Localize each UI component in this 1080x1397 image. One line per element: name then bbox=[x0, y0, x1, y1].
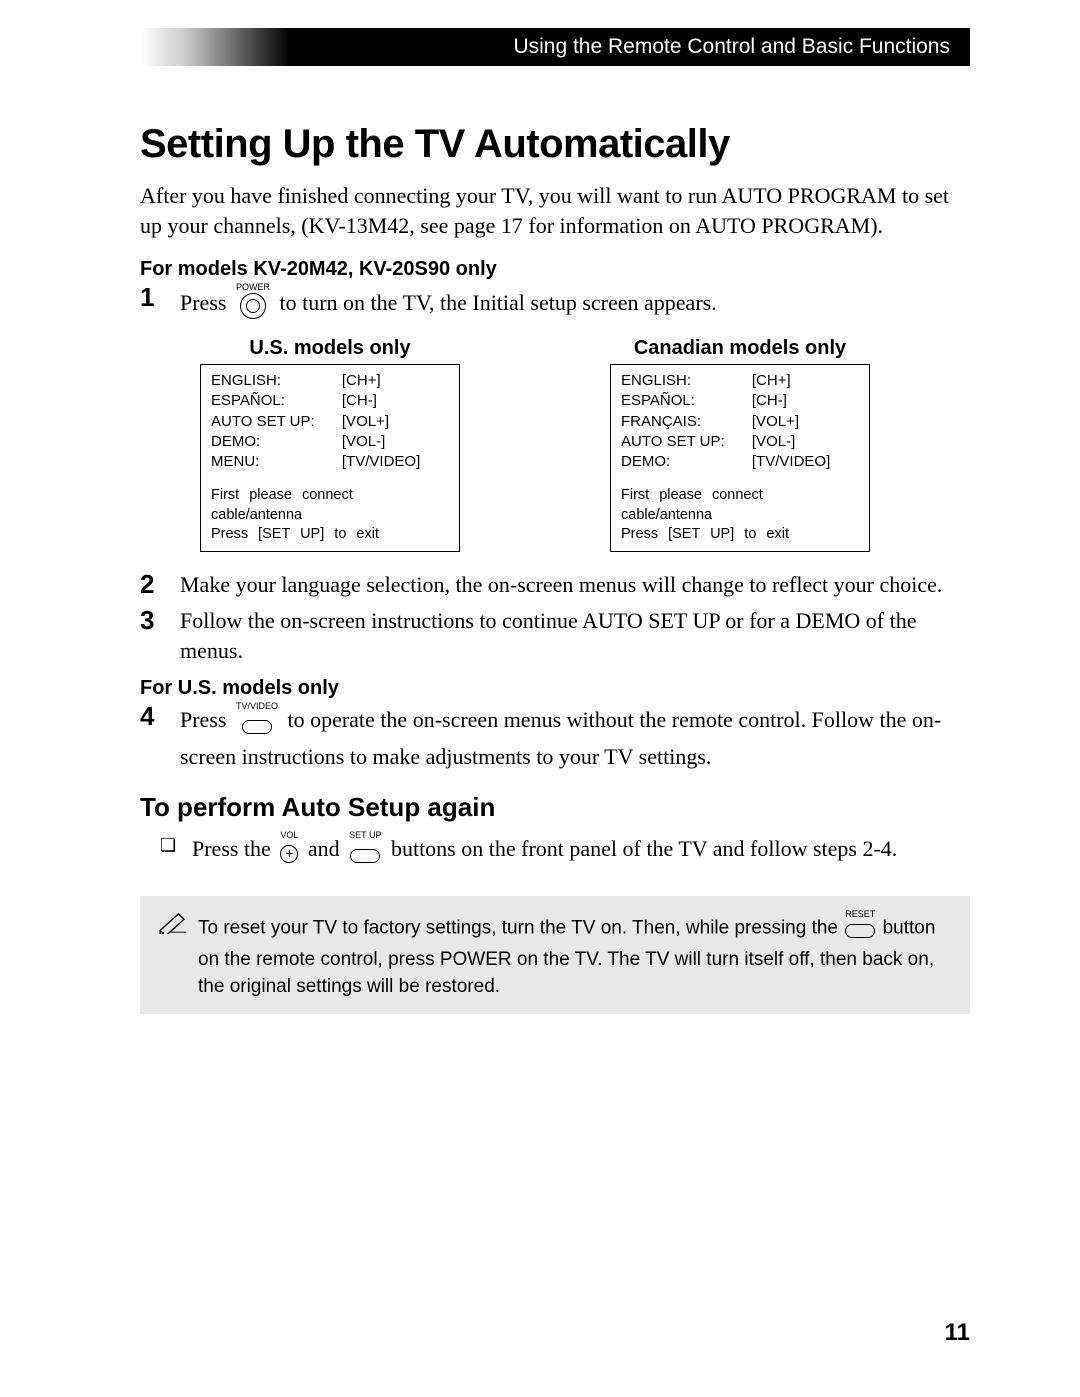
menu-cell: DEMO: bbox=[211, 432, 342, 452]
menu-cell: [CH-] bbox=[752, 391, 859, 411]
us-menu-column: U.S. models only ENGLISH:[CH+]ESPAÑOL:[C… bbox=[180, 337, 480, 552]
step-body: Make your language selection, the on-scr… bbox=[180, 570, 970, 600]
menu-screens: U.S. models only ENGLISH:[CH+]ESPAÑOL:[C… bbox=[180, 337, 970, 552]
step-number: 1 bbox=[140, 283, 180, 313]
step-4: 4 Press TV/VIDEO to operate the on-scree… bbox=[140, 702, 970, 771]
auto-again-step: ❏ Press the VOL and SET UP buttons on th… bbox=[160, 831, 970, 871]
ca-menu-title: Canadian models only bbox=[590, 337, 890, 360]
menu-cell: ESPAÑOL: bbox=[211, 391, 342, 411]
note-text: To reset your TV to factory settings, tu… bbox=[198, 910, 948, 1000]
step-number: 2 bbox=[140, 570, 180, 600]
step-2: 2 Make your language selection, the on-s… bbox=[140, 570, 970, 600]
step-body: Press POWER to turn on the TV, the Initi… bbox=[180, 283, 970, 327]
menu-cell: [TV/VIDEO] bbox=[752, 452, 859, 472]
us-menu-box: ENGLISH:[CH+]ESPAÑOL:[CH-]AUTO SET UP:[V… bbox=[200, 364, 460, 552]
page-title: Setting Up the TV Automatically bbox=[140, 122, 970, 167]
step-body: Follow the on-screen instructions to con… bbox=[180, 606, 970, 665]
menu-cell: AUTO SET UP: bbox=[211, 412, 342, 432]
menu-cell: ESPAÑOL: bbox=[621, 391, 752, 411]
menu-cell: [CH+] bbox=[752, 371, 859, 391]
menu-cell: DEMO: bbox=[621, 452, 752, 472]
step-number: 4 bbox=[140, 702, 180, 732]
step-body: Press TV/VIDEO to operate the on-screen … bbox=[180, 702, 970, 771]
setup-button-icon: SET UP bbox=[349, 831, 381, 871]
menu-cell: [CH+] bbox=[342, 371, 449, 391]
menu-cell: [VOL-] bbox=[752, 432, 859, 452]
menu-cell: ENGLISH: bbox=[621, 371, 752, 391]
step-1: 1 Press POWER to turn on the TV, the Ini… bbox=[140, 283, 970, 327]
menu-cell: [VOL-] bbox=[342, 432, 449, 452]
menu-cell: FRANÇAIS: bbox=[621, 412, 752, 432]
menu-cell: [VOL+] bbox=[342, 412, 449, 432]
us-only-subheading: For U.S. models only bbox=[140, 677, 970, 700]
step-3: 3 Follow the on-screen instructions to c… bbox=[140, 606, 970, 665]
intro-paragraph: After you have finished connecting your … bbox=[140, 181, 970, 240]
vol-plus-button-icon: VOL bbox=[280, 831, 298, 871]
menu-cell: [TV/VIDEO] bbox=[342, 452, 449, 472]
power-button-icon: POWER bbox=[236, 283, 270, 327]
menu-cell: MENU: bbox=[211, 452, 342, 472]
menu-cell: [VOL+] bbox=[752, 412, 859, 432]
header-text: Using the Remote Control and Basic Funct… bbox=[513, 35, 950, 58]
reset-button-icon: RESET bbox=[845, 910, 875, 947]
pencil-note-icon bbox=[158, 910, 198, 943]
menu-cell: [CH-] bbox=[342, 391, 449, 411]
us-menu-title: U.S. models only bbox=[180, 337, 480, 360]
ca-menu-column: Canadian models only ENGLISH:[CH+]ESPAÑO… bbox=[590, 337, 890, 552]
menu-cell: AUTO SET UP: bbox=[621, 432, 752, 452]
page-number: 11 bbox=[945, 1319, 970, 1347]
step-number: 3 bbox=[140, 606, 180, 636]
models-subheading: For models KV-20M42, KV-20S90 only bbox=[140, 258, 970, 281]
section-header: Using the Remote Control and Basic Funct… bbox=[140, 28, 970, 66]
page-content: Using the Remote Control and Basic Funct… bbox=[0, 0, 1080, 1064]
tvvideo-button-icon: TV/VIDEO bbox=[236, 702, 278, 742]
ca-menu-box: ENGLISH:[CH+]ESPAÑOL:[CH-]FRANÇAIS:[VOL+… bbox=[610, 364, 870, 552]
note-box: To reset your TV to factory settings, tu… bbox=[140, 896, 970, 1014]
step-body: Press the VOL and SET UP buttons on the … bbox=[192, 831, 970, 871]
menu-cell: ENGLISH: bbox=[211, 371, 342, 391]
auto-setup-again-heading: To perform Auto Setup again bbox=[140, 792, 970, 823]
checkbox-bullet-icon: ❏ bbox=[160, 831, 192, 856]
